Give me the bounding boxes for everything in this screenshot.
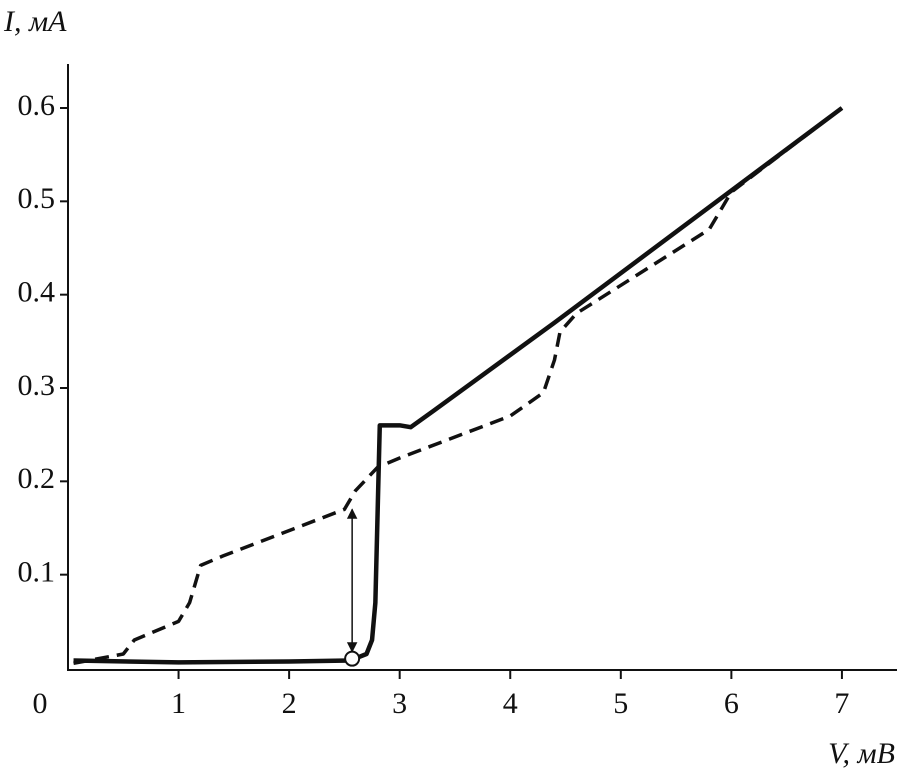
x-tick-label: 0 bbox=[33, 687, 48, 720]
y-tick-label: 0.1 bbox=[18, 556, 56, 589]
x-axis-label: V, мВ bbox=[828, 737, 895, 770]
y-tick-label: 0.4 bbox=[18, 276, 56, 309]
marker bbox=[344, 650, 361, 667]
y-tick-label: 0.2 bbox=[18, 462, 56, 495]
x-tick-label: 4 bbox=[503, 687, 518, 720]
x-tick-label: 3 bbox=[392, 687, 407, 720]
x-tick-label: 5 bbox=[613, 687, 628, 720]
y-tick-label: 0.6 bbox=[18, 89, 56, 122]
y-tick-label: 0.5 bbox=[18, 182, 56, 215]
y-axis-label: I, мА bbox=[3, 5, 67, 38]
series-line bbox=[73, 106, 844, 665]
series-line bbox=[73, 106, 843, 666]
x-tick-label: 2 bbox=[282, 687, 297, 720]
x-tick-label: 6 bbox=[724, 687, 739, 720]
y-tick-label: 0.3 bbox=[18, 369, 56, 402]
x-tick-label: 7 bbox=[834, 687, 849, 720]
x-tick-label: 1 bbox=[171, 687, 186, 720]
